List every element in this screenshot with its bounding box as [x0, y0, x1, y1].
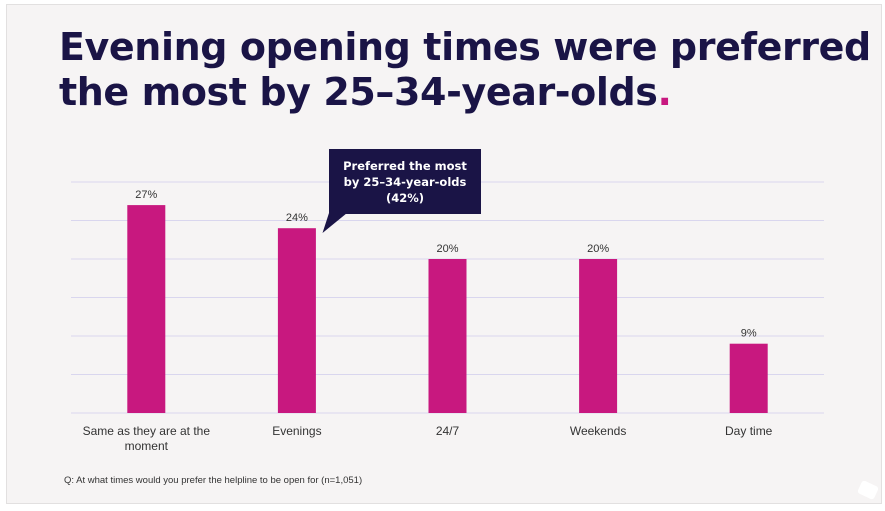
page-title: Evening opening times were preferred the… — [59, 25, 871, 115]
bar-chart: 27% Same as they are at the moment 24% Eveni… — [71, 181, 824, 453]
bar-1 — [277, 228, 316, 413]
bar-2 — [428, 259, 467, 413]
category-label: 24/7 — [436, 424, 460, 438]
bar-0 — [127, 205, 166, 413]
data-label: 24% — [286, 212, 308, 224]
callout-box: Preferred the most by 25–34-year-olds (4… — [329, 149, 481, 214]
data-label: 27% — [135, 189, 157, 201]
data-label: 20% — [436, 243, 458, 255]
footnote: Q: At what times would you prefer the he… — [64, 475, 363, 486]
callout-text: Preferred the most by 25–34-year-olds (4… — [343, 158, 467, 205]
category-label: Evenings — [272, 424, 321, 438]
bar-4 — [729, 343, 768, 413]
title-line-2: the most by 25–34-year-olds — [59, 70, 658, 114]
category-label: Day time — [725, 424, 773, 438]
data-label: 20% — [587, 243, 609, 255]
category-label: Same as they are at the moment — [83, 424, 211, 453]
title-line-1: Evening opening times were preferred — [59, 25, 871, 69]
slide: Evening opening times were preferred the… — [6, 4, 882, 504]
data-label: 9% — [741, 328, 757, 340]
category-label: Weekends — [570, 424, 626, 438]
bar-3 — [579, 259, 618, 413]
title-period: . — [657, 70, 672, 114]
